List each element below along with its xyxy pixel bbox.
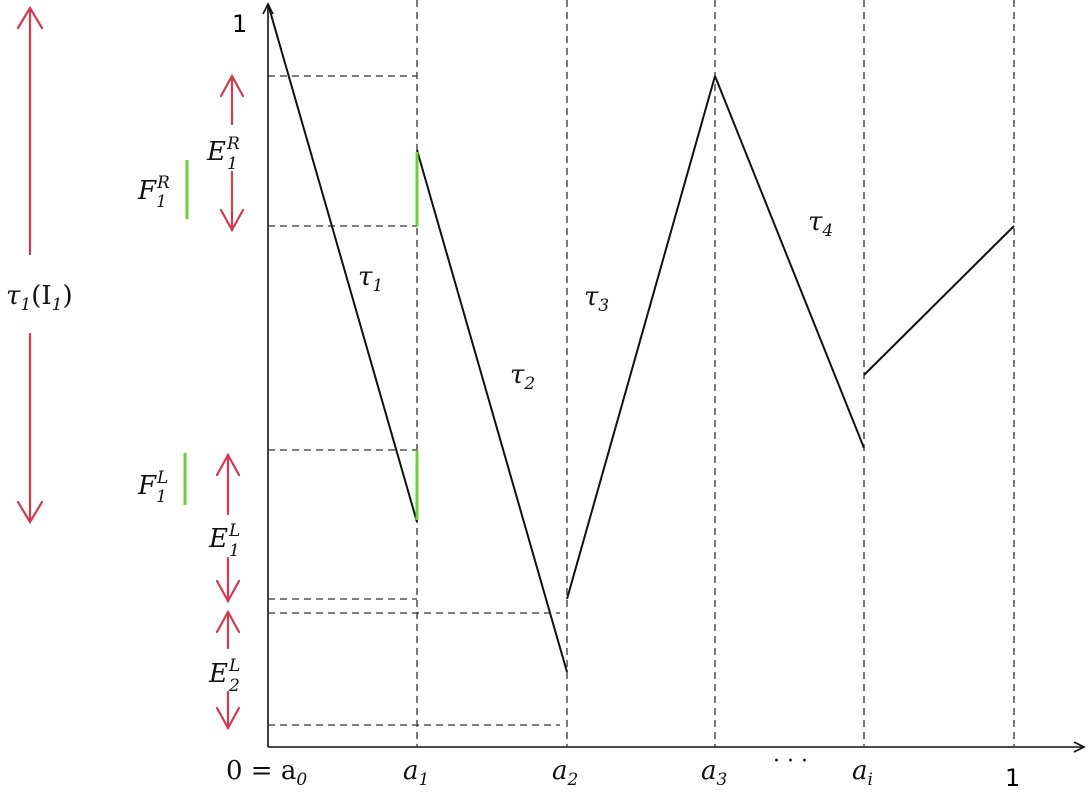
- label-F1L: F1L: [137, 468, 168, 507]
- label-E1L: E1L: [208, 521, 240, 561]
- x-label-ai: ai: [852, 756, 873, 790]
- x-label-a0: 0 = a0: [226, 756, 307, 790]
- label-F1R: F1R: [137, 173, 170, 212]
- branch-tau1: [267, 3, 418, 523]
- label-tau4: τ4: [808, 207, 833, 241]
- arrow-E2L: [215, 609, 241, 731]
- branch-tau4: [714, 75, 865, 449]
- label-tau1: τ1: [358, 262, 383, 296]
- x-axis-arrowhead: [1073, 741, 1086, 753]
- x-label-a1: a1: [403, 756, 429, 790]
- branch-tau3: [566, 75, 716, 600]
- label-E1R: E1R: [206, 134, 240, 174]
- label-E2L: E2L: [208, 656, 240, 696]
- branch-last: [863, 225, 1015, 376]
- branch-tau2: [416, 149, 568, 673]
- arrow-E1L: [215, 452, 241, 604]
- x-label-one: 1: [1005, 764, 1020, 792]
- arrow-tau1-I1: [16, 5, 44, 525]
- x-label-a2: a2: [552, 756, 578, 790]
- y-axis-max-label: 1: [232, 10, 247, 38]
- arrow-E1R: [219, 73, 245, 233]
- label-tau2: τ2: [510, 360, 535, 394]
- x-label-a3: a3: [701, 756, 727, 790]
- label-tau1-I1: τ1(I1): [6, 281, 73, 315]
- label-tau3: τ3: [584, 282, 609, 316]
- x-label-dots: · · ·: [773, 749, 808, 774]
